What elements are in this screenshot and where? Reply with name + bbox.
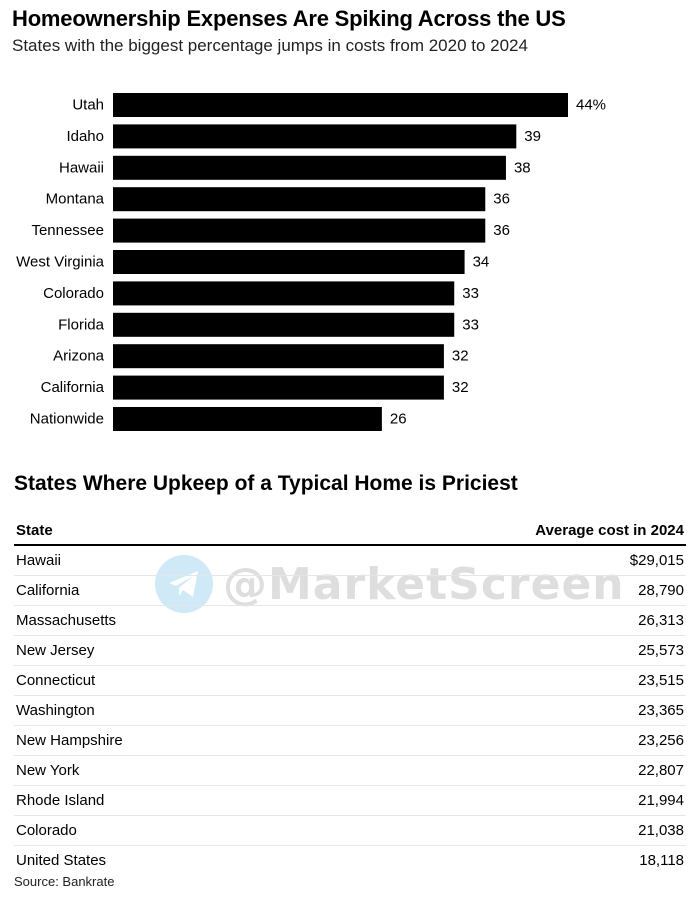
category-label: Hawaii xyxy=(59,159,104,176)
bar-chart: Utah 44% Idaho 39 Hawaii 38 Montana 36 Tennessee… xyxy=(16,93,606,431)
bar xyxy=(113,250,465,274)
category-label: Idaho xyxy=(66,128,104,145)
table-row: New Hampshire 23,256 xyxy=(14,725,686,756)
value-label: 34 xyxy=(473,254,490,271)
table-title: States Where Upkeep of a Typical Home is… xyxy=(14,472,518,495)
bar xyxy=(113,187,486,212)
table-row: Hawaii $29,015 xyxy=(14,545,686,576)
category-label: Utah xyxy=(72,97,104,114)
chart-subtitle: States with the biggest percentage jumps… xyxy=(12,36,528,55)
value-label: 36 xyxy=(493,191,510,208)
state-cell: New York xyxy=(14,755,297,786)
bar xyxy=(113,155,506,180)
table-header-row: State Average cost in 2024 xyxy=(14,516,686,546)
cost-cell: 26,313 xyxy=(296,605,686,636)
value-label: 32 xyxy=(452,348,469,365)
value-label: 32 xyxy=(452,379,469,396)
chart-title: Homeownership Expenses Are Spiking Acros… xyxy=(12,6,566,31)
table-row: New York 22,807 xyxy=(14,755,686,786)
bar xyxy=(113,344,444,369)
table-row: Colorado 21,038 xyxy=(14,815,686,846)
value-label: 26 xyxy=(390,411,407,428)
cost-cell: 21,038 xyxy=(296,815,686,846)
category-label: California xyxy=(41,379,105,396)
table-row: California 28,790 xyxy=(14,575,686,606)
bar xyxy=(113,281,455,306)
value-label: 33 xyxy=(462,285,479,302)
state-cell: Colorado xyxy=(14,815,297,846)
bar xyxy=(113,407,382,431)
bar xyxy=(113,375,444,400)
category-label: Nationwide xyxy=(30,411,104,428)
state-cell: Massachusetts xyxy=(14,605,297,636)
cost-cell: 22,807 xyxy=(296,755,686,786)
state-cell: Connecticut xyxy=(14,665,297,696)
bar xyxy=(113,312,455,337)
cost-cell: 23,515 xyxy=(296,665,686,696)
state-cell: Hawaii xyxy=(14,545,297,576)
column-header-state: State xyxy=(14,516,297,546)
cost-cell: 23,365 xyxy=(296,695,686,726)
category-label: Montana xyxy=(46,191,105,208)
cost-cell: 21,994 xyxy=(296,785,686,816)
cost-cell: 23,256 xyxy=(296,725,686,756)
category-label: Arizona xyxy=(53,348,105,365)
state-cell: New Hampshire xyxy=(14,725,297,756)
state-cell: New Jersey xyxy=(14,635,297,666)
value-label: 36 xyxy=(493,222,510,239)
bar xyxy=(113,93,568,117)
table-row: United States 18,118 xyxy=(14,846,686,876)
state-cell: California xyxy=(14,575,297,606)
category-label: Tennessee xyxy=(31,222,104,239)
state-cell: Rhode Island xyxy=(14,785,297,816)
table-row: Connecticut 23,515 xyxy=(14,665,686,696)
state-cell: Washington xyxy=(14,695,297,726)
column-header-cost: Average cost in 2024 xyxy=(296,516,686,546)
cost-cell: 25,573 xyxy=(296,635,686,666)
source-note: Source: Bankrate xyxy=(14,874,115,889)
state-cell: United States xyxy=(16,852,107,869)
table-row: Massachusetts 26,313 xyxy=(14,605,686,636)
cost-cell: 18,118 xyxy=(639,852,684,869)
bar xyxy=(113,218,486,243)
category-label: West Virginia xyxy=(16,254,104,271)
category-label: Florida xyxy=(58,316,105,333)
value-label: 33 xyxy=(462,316,479,333)
value-label: 39 xyxy=(524,128,541,145)
table-row: Rhode Island 21,994 xyxy=(14,785,686,816)
table-body: Hawaii $29,015 California 28,790 Massachuset… xyxy=(14,545,686,875)
value-label: 38 xyxy=(514,159,531,176)
category-label: Colorado xyxy=(43,285,104,302)
table-row: New Jersey 25,573 xyxy=(14,635,686,666)
cost-cell: 28,790 xyxy=(296,575,686,606)
cost-table: State Average cost in 2024 Hawaii $29,015… xyxy=(14,516,686,875)
value-label: 44% xyxy=(576,97,606,114)
bar xyxy=(113,124,517,149)
cost-cell: $29,015 xyxy=(296,545,686,576)
table-row: Washington 23,365 xyxy=(14,695,686,726)
